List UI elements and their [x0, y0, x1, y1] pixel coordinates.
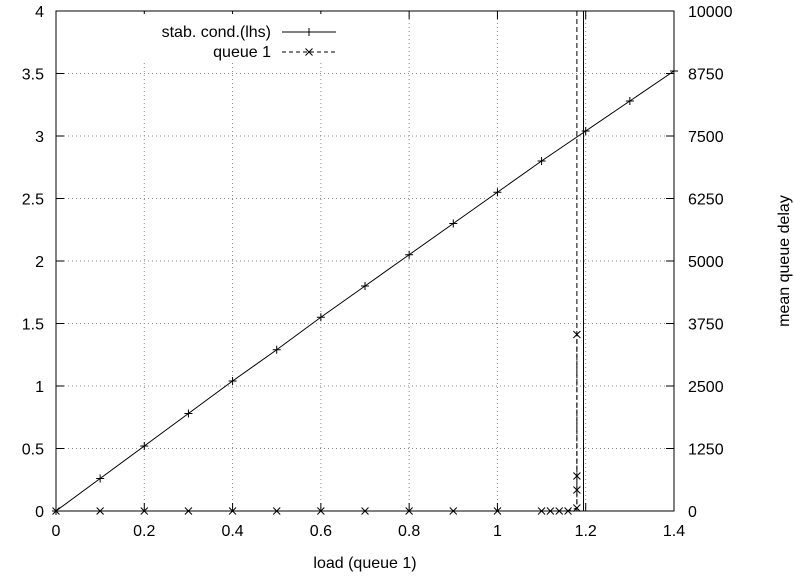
legend-marker-plus	[305, 28, 313, 36]
y-right-tick-label: 0	[688, 504, 697, 521]
series-stab-cond-point	[581, 127, 590, 135]
series-stab-cond-point	[537, 157, 546, 165]
x-tick-label: 0.4	[221, 523, 243, 540]
y-right-tick-label: 7500	[688, 129, 724, 146]
y-right-tick-label: 3750	[688, 317, 724, 334]
x-tick-label: 1	[493, 523, 502, 540]
legend-marker-stab-cond	[305, 28, 313, 36]
series-queue-1-point-b	[573, 504, 581, 512]
series-stab-cond-point	[361, 282, 369, 290]
x-tick-label: 0.6	[310, 523, 332, 540]
series-stab-cond-line	[55, 70, 675, 512]
series-queue-1-point-b	[573, 330, 581, 339]
legend-label-queue-1: queue 1	[213, 44, 271, 61]
series-stab-cond-point	[625, 97, 634, 105]
x-tick-label: 0	[52, 523, 61, 540]
legend-marker-cross	[305, 48, 313, 56]
x-tick-label: 0.8	[398, 523, 420, 540]
y-left-tick-label: 2.5	[22, 192, 44, 209]
legend: stab. cond.(lhs) queue 1	[118, 14, 344, 62]
grid	[56, 11, 674, 511]
y-left-tick-label: 1	[35, 379, 44, 396]
series-stab-cond-point	[140, 442, 149, 450]
y-right-tick-label: 1250	[688, 442, 724, 459]
series-stab-cond-point	[272, 345, 281, 354]
series-queue-1-point-b	[573, 472, 581, 480]
y-left-tick-label: 3	[35, 129, 44, 146]
y-left-tick-label: 2	[35, 254, 44, 271]
series-stab-cond-point	[405, 250, 414, 259]
y-left-tick-label: 0.5	[22, 442, 44, 459]
y-right-tick-label: 8750	[688, 67, 724, 84]
legend-label-stab-cond: stab. cond.(lhs)	[162, 24, 271, 41]
y-left-tick-label: 4	[35, 4, 44, 21]
legend-marker-queue-1	[305, 48, 313, 56]
series-stab-cond-point	[493, 188, 502, 197]
right-y-axis-title: mean queue delay	[776, 195, 793, 327]
x-tick-label: 1.2	[575, 523, 597, 540]
y-left-tick-label: 3.5	[22, 67, 44, 84]
y-right-tick-label: 5000	[688, 254, 724, 271]
series-stab-cond-point	[184, 409, 193, 418]
y-right-tick-label: 2500	[688, 379, 724, 396]
series-queue-1-point	[573, 486, 581, 494]
y-left-tick-label: 0	[35, 504, 44, 521]
series-stab-cond-point	[316, 313, 325, 322]
series-layer	[52, 67, 678, 515]
y-right-tick-label: 10000	[688, 4, 733, 21]
vertical-markers	[576, 11, 585, 511]
tick-labels: 0 0.2 0.4 0.6 0.8 1 1.2 1.400.511.522.533.54012…	[22, 4, 733, 540]
series-stab-cond-point	[449, 219, 458, 228]
y-right-tick-label: 6250	[688, 192, 724, 209]
x-tick-label: 0.2	[133, 523, 155, 540]
series-queue-1-point	[573, 330, 581, 339]
y-left-tick-label: 1.5	[22, 317, 44, 334]
x-tick-label: 1.4	[663, 523, 685, 540]
series-queue-1-point	[573, 472, 581, 480]
series-queue-1-line	[56, 334, 578, 512]
series-queue-1-point-b	[573, 486, 581, 494]
series-queue-1-point	[573, 504, 581, 512]
x-axis-title: load (queue 1)	[313, 555, 416, 572]
legend-marker-cross-b	[305, 48, 313, 56]
series-stab-cond-point	[96, 474, 105, 483]
series-stab-cond-point	[228, 377, 237, 385]
